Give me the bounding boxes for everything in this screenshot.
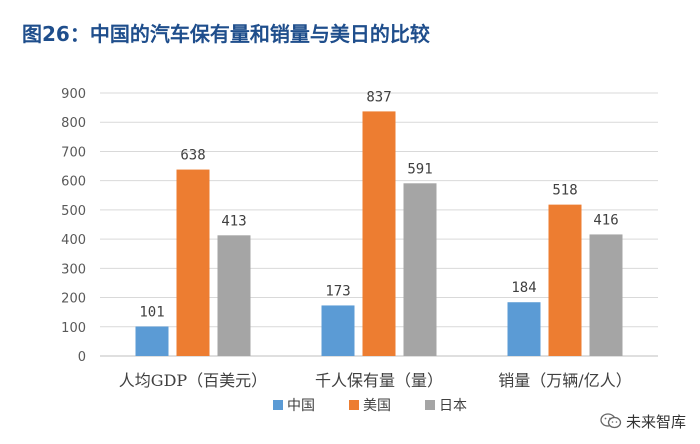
data-label: 416 xyxy=(593,212,618,228)
legend-item: 美国 xyxy=(349,398,391,414)
data-label: 173 xyxy=(325,283,350,299)
data-labels: 101 638 413 173 837 591 184 518 416 xyxy=(139,89,618,320)
bar xyxy=(507,302,541,356)
legend-swatch xyxy=(349,400,359,410)
data-label: 413 xyxy=(221,213,246,229)
watermark-text: 未来智库 xyxy=(625,413,686,431)
data-label: 101 xyxy=(139,304,164,320)
bar xyxy=(548,204,582,356)
bar xyxy=(135,326,169,356)
y-tick-label: 300 xyxy=(61,262,86,277)
data-label: 591 xyxy=(407,161,432,177)
y-axis-ticks: 0 100 200 300 400 500 600 700 800 900 xyxy=(61,87,86,365)
data-label: 837 xyxy=(366,89,391,105)
y-tick-label: 500 xyxy=(61,204,86,219)
y-tick-label: 600 xyxy=(61,175,86,190)
x-axis-categories: 人均GDP（百美元） 千人保有量（量） 销量（万辆/亿人） xyxy=(119,371,632,390)
legend-swatch xyxy=(425,400,435,410)
bar xyxy=(217,235,251,356)
bar xyxy=(321,305,355,356)
y-tick-label: 800 xyxy=(61,116,86,131)
data-label: 518 xyxy=(552,183,577,199)
legend-swatch xyxy=(273,400,283,410)
wechat-icon xyxy=(600,413,622,429)
data-label: 184 xyxy=(511,280,536,296)
bar xyxy=(589,234,623,356)
data-label: 638 xyxy=(180,148,205,164)
y-tick-label: 200 xyxy=(61,292,86,307)
bar xyxy=(176,169,210,356)
y-tick-label: 400 xyxy=(61,233,86,248)
legend-item: 日本 xyxy=(425,398,467,414)
x-category-label: 人均GDP（百美元） xyxy=(119,371,267,390)
legend-item: 中国 xyxy=(273,398,315,414)
legend: 中国 美国 日本 xyxy=(273,398,467,414)
y-tick-label: 0 xyxy=(78,350,86,365)
x-category-label: 千人保有量（量） xyxy=(315,371,443,390)
y-tick-label: 100 xyxy=(61,321,86,336)
y-tick-label: 700 xyxy=(61,145,86,160)
bars xyxy=(135,111,623,356)
chart-title: 图26：中国的汽车保有量和销量与美日的比较 xyxy=(22,22,430,46)
watermark: 未来智库 xyxy=(600,411,686,432)
legend-label: 中国 xyxy=(287,398,315,414)
bar xyxy=(362,111,396,356)
y-tick-label: 900 xyxy=(61,87,86,102)
legend-label: 日本 xyxy=(439,398,467,414)
x-category-label: 销量（万辆/亿人） xyxy=(498,371,631,390)
legend-label: 美国 xyxy=(363,398,391,414)
bar xyxy=(403,183,437,356)
